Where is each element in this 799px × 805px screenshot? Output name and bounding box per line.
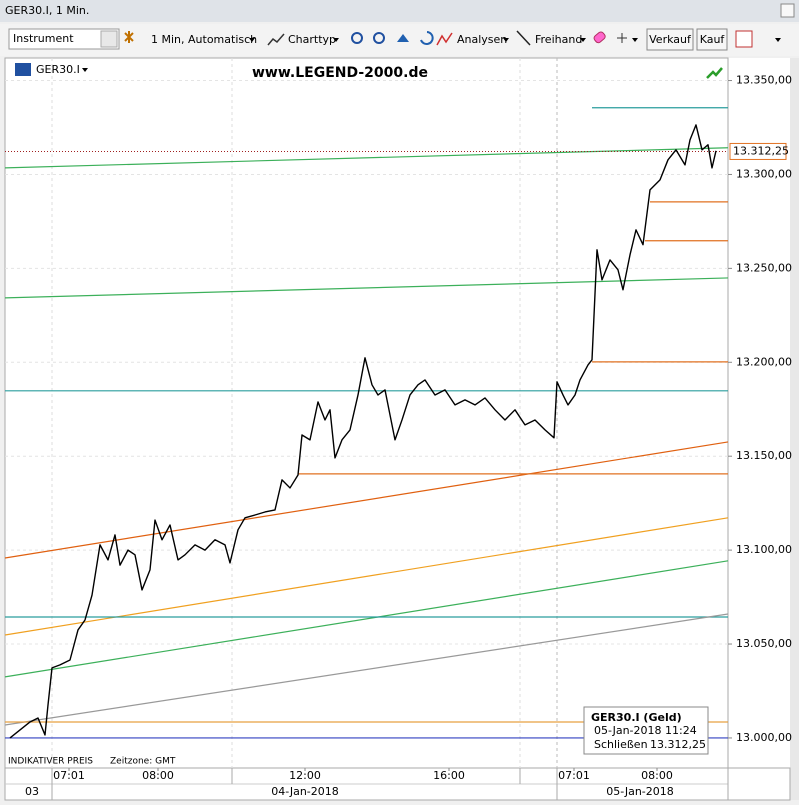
- x-tick-label: 08:00: [142, 769, 174, 782]
- cfd-icon: [15, 63, 31, 76]
- charttype-icon: [267, 33, 285, 46]
- y-tick-label: 13.350,00: [736, 74, 792, 87]
- x-tick-label: 07:01: [53, 769, 85, 782]
- pan-icon[interactable]: [397, 34, 409, 42]
- charttype-dropdown[interactable]: Charttyp: [288, 33, 336, 46]
- scroll-up-button[interactable]: [780, 3, 795, 18]
- window-title: GER30.I, 1 Min.: [5, 4, 89, 17]
- tool-icon[interactable]: [124, 31, 134, 43]
- last-price-label: 13.312,25: [733, 144, 789, 157]
- title-bar: [0, 0, 799, 22]
- y-tick-label: 13.100,00: [736, 543, 792, 556]
- instrument-placeholder: Instrument: [13, 32, 74, 45]
- date-label: 03: [25, 785, 39, 798]
- buy-button[interactable]: [696, 28, 728, 51]
- x-tick-label: 12:00: [289, 769, 321, 782]
- drawing-line: [4, 441, 729, 559]
- info-close-value: 13.312,25: [650, 738, 706, 751]
- price-line: [9, 124, 717, 739]
- analysen-icon: [436, 32, 453, 46]
- interval-dropdown[interactable]: 1 Min, Automatisch: [151, 33, 257, 46]
- freihand-icon: [516, 30, 531, 46]
- freihand-dropdown[interactable]: Freihand: [535, 33, 582, 46]
- x-tick-label: 08:00: [641, 769, 673, 782]
- sell-label: Verkauf: [649, 33, 692, 46]
- plot-area: [4, 57, 729, 769]
- dropdown-arrow: [580, 38, 586, 42]
- analysen-dropdown[interactable]: Analysen: [457, 33, 507, 46]
- dropdown-arrow: [249, 38, 255, 42]
- info-title: GER30.I (Geld): [591, 711, 682, 724]
- zoom-out[interactable]: [373, 32, 385, 44]
- instrument-picker[interactable]: [100, 30, 118, 48]
- info-time: 05-Jan-2018 11:24: [594, 724, 697, 737]
- footnote: INDIKATIVER PREIS: [8, 757, 93, 767]
- dropdown-arrow: [503, 38, 509, 42]
- y-tick-label: 13.250,00: [736, 261, 792, 274]
- settings-icon[interactable]: [735, 30, 753, 48]
- y-tick-label: 13.000,00: [736, 731, 792, 744]
- instrument-input[interactable]: [8, 28, 120, 50]
- date-label: 04-Jan-2018: [271, 785, 339, 798]
- zoom-in[interactable]: [351, 32, 363, 44]
- y-tick-label: 13.150,00: [736, 449, 792, 462]
- date-label: 05-Jan-2018: [606, 785, 674, 798]
- drawing-line: [4, 560, 729, 678]
- scrollbar[interactable]: [790, 58, 799, 800]
- trend-icon: [706, 67, 723, 79]
- y-tick-label: 13.200,00: [736, 355, 792, 368]
- dropdown-arrow: [333, 38, 339, 42]
- reset-icon[interactable]: [420, 31, 434, 45]
- dropdown-arrow: [82, 68, 88, 72]
- chart-title: www.LEGEND-2000.de: [252, 65, 428, 81]
- buy-label: Kauf: [700, 33, 726, 46]
- y-tick-label: 13.050,00: [736, 637, 792, 650]
- dropdown-arrow: [632, 38, 638, 42]
- info-box: [583, 706, 709, 755]
- dropdown-arrow: [775, 38, 781, 42]
- last-price-box: [729, 142, 787, 160]
- crosshair-icon[interactable]: [617, 33, 627, 43]
- drawing-line: [4, 517, 729, 636]
- y-axis-area: [728, 58, 790, 768]
- drawing-line: [4, 147, 729, 169]
- sell-button[interactable]: [646, 28, 694, 51]
- eraser-icon[interactable]: [593, 31, 607, 44]
- x-tick-label: 07:01: [558, 769, 590, 782]
- symbol-label[interactable]: GER30.I: [36, 63, 80, 76]
- timezone: Zeitzone: GMT: [110, 757, 176, 767]
- info-close-label: Schließen: [594, 738, 648, 751]
- x-tick-label: 16:00: [433, 769, 465, 782]
- drawing-line: [4, 613, 729, 726]
- drawing-line: [4, 277, 729, 299]
- y-tick-label: 13.300,00: [736, 167, 792, 180]
